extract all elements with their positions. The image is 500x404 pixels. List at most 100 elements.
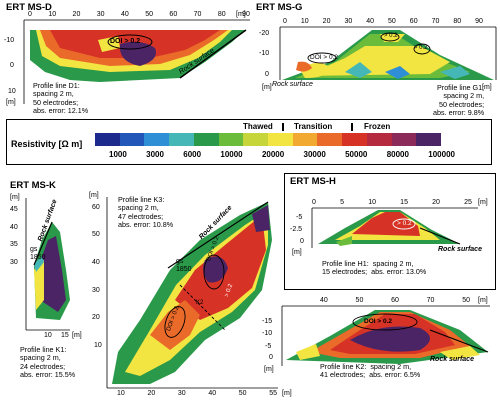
panel-title-msk: ERT MS-K	[10, 180, 56, 191]
legend-values: 1000 3000 6000 10000 20000 30000 50000 80000 100…	[109, 150, 455, 159]
msg-rock-label: Rock surface	[272, 81, 313, 88]
msk-k1-x-tick: 15	[61, 332, 69, 339]
msg-x-tick: 80	[453, 18, 462, 25]
msk-k3-y-tick: 30	[92, 287, 100, 294]
msh-x-tick: 5	[340, 199, 344, 206]
msd-y-tick: -10	[4, 37, 15, 44]
msh-x-tick: 25	[464, 199, 472, 206]
msk-k1-y-tick: 35	[10, 241, 18, 248]
msk-k2-y-unit: [m]	[264, 366, 274, 373]
msh-note-line: 15 electrodes; abs. error: 13.0%	[322, 267, 427, 277]
legend-color-swatch	[144, 133, 170, 146]
msd-x-unit: [m]	[236, 11, 246, 18]
msh-y-tick: 0	[300, 238, 304, 245]
msg-doi-left-label: DOI > 0.2	[310, 54, 338, 61]
legend-color-swatch	[218, 133, 244, 146]
msg-blue-patch	[345, 62, 372, 78]
msd-doi-label: DOI > 0.2	[110, 38, 141, 45]
msk-k3-gs-label: gs 1850	[176, 258, 192, 273]
msk-k3-frozen-core	[203, 256, 228, 283]
msd-note: Profile line D1: spacing 2 m, 50 electrode…	[33, 81, 89, 116]
legend-color-swatch	[95, 133, 120, 146]
msh-note-line: Profile line H1: spacing 2 m,	[322, 259, 414, 268]
msg-doi-ellipse-top	[380, 32, 400, 42]
msk-k3-y-tick: 60	[92, 204, 100, 211]
msh-x-unit: [m]	[478, 199, 488, 206]
msh-rock-label: Rock surface	[438, 246, 482, 253]
msk-k2-note-line: Profile line K2: spacing 2 m,	[320, 362, 412, 371]
msk-k3-note-line: abs. error: 10.8%	[118, 220, 174, 230]
msd-x-tick: 50	[145, 11, 153, 18]
legend-color-swatch	[119, 133, 145, 146]
legend-value: 6000	[183, 150, 202, 159]
legend-color-swatch	[243, 133, 269, 146]
msk-k1-y-tick: 40	[10, 224, 18, 231]
msk-k2-note: Profile line K2: spacing 2 m, 41 electrod…	[320, 362, 420, 380]
legend-phase-transition: Transition	[294, 122, 333, 131]
msh-y-tick: -5	[296, 214, 303, 221]
legend-title: Resistivity [Ω m]	[11, 139, 83, 149]
msk-k2-y-tick: -10	[262, 330, 273, 337]
msk-k3-section-orange	[150, 300, 200, 350]
msk-k2-x-tick: 50	[355, 297, 364, 304]
legend-color-swatch	[292, 133, 318, 146]
msd-note-line: abs. error: 12.1%	[33, 106, 89, 116]
msg-x-ticks: 0 10 20 30 40 50 60 70 80 90	[283, 18, 483, 25]
legend-value: 100000	[428, 150, 455, 159]
msk-k1-note-line: spacing 2 m,	[20, 353, 61, 363]
msd-y-tick: 0	[10, 62, 14, 69]
msd-x-tick: 30	[96, 11, 105, 18]
legend-value: 3000	[146, 150, 164, 159]
msg-x-tick: 30	[344, 18, 353, 25]
msk-k2-frozen-core	[350, 326, 430, 352]
msk-k1-note-line: 24 electrodes;	[20, 361, 66, 371]
legend-phase-divider	[351, 123, 353, 131]
msd-note-line: Profile line D1:	[33, 81, 80, 90]
legend-color-swatch	[317, 133, 343, 146]
msd-y-unit: [m]	[6, 99, 16, 106]
msk-k2-x-tick: 50	[462, 297, 470, 304]
msg-x-tick: 70	[431, 18, 440, 25]
msk-k1-note-line: abs. error: 15.5%	[20, 370, 76, 380]
panel-title-msd: ERT MS-D	[6, 2, 52, 13]
msk-k2-y-tick: -15	[262, 318, 273, 325]
msh-y-tick: -2.5	[290, 226, 303, 233]
msg-x-tick: 50	[388, 18, 396, 25]
msk-k3-y-tick: 10	[94, 342, 102, 349]
msk-k3-x-tick: 10	[117, 390, 125, 397]
msh-note: Profile line H1: spacing 2 m, 15 electrod…	[322, 259, 427, 277]
msd-note-line: 50 electrodes;	[33, 97, 79, 107]
msk-k3-x-tick: 40	[208, 390, 217, 397]
legend-phase-divider	[282, 123, 284, 131]
msg-x-unit: [m]	[482, 84, 492, 91]
msd-x-tick: 0	[28, 11, 32, 18]
msk-k3-x-tick: 55	[269, 390, 277, 397]
legend-colorbar	[95, 133, 442, 146]
legend-color-swatch	[416, 133, 442, 146]
msk-k3-x-unit: [m]	[282, 390, 292, 397]
msg-orange-patch	[296, 61, 312, 72]
msk-k3-x-tick: 20	[147, 390, 156, 397]
legend-value: 30000	[303, 150, 326, 159]
msg-doi-ellipse-right	[413, 43, 431, 55]
msg-x-tick: 60	[409, 18, 418, 25]
legend-color-swatch	[169, 133, 194, 146]
msk-k1-y-unit: [m]	[10, 194, 20, 201]
msd-x-tick: 20	[72, 11, 81, 18]
msk-k2-x-tick: 40	[320, 297, 328, 304]
legend-color-swatch	[268, 133, 293, 146]
msk-k3-cross-label: K2	[196, 300, 204, 306]
msg-note-line: spacing 2 m,	[443, 91, 485, 101]
msd-y-tick: 10	[8, 88, 16, 95]
msk-k3-note-line: 47 electrodes;	[118, 211, 164, 221]
msg-doi-top-label: > 0.2	[384, 33, 398, 39]
msk-k3-note: Profile line K3: spacing 2 m, 47 electrode…	[118, 195, 174, 230]
legend-value: 50000	[345, 150, 368, 159]
msk-k2-x-unit: [m]	[478, 297, 488, 304]
msd-x-tick: 10	[48, 11, 57, 18]
msg-x-tick: 20	[322, 18, 331, 25]
msk-k3-note-line: spacing 2 m,	[118, 203, 159, 213]
